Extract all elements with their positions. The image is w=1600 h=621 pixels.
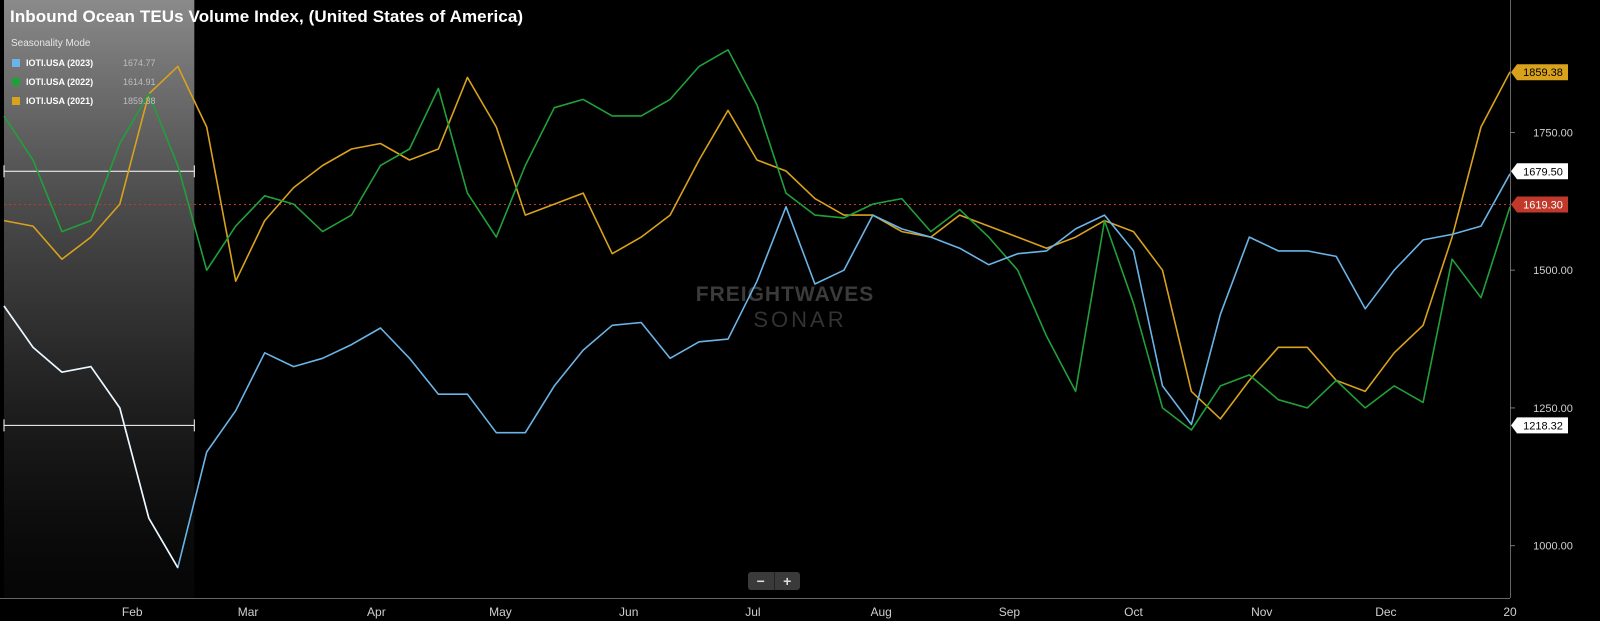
plot-area [3, 49, 1511, 569]
x-tick-label: Feb [122, 605, 143, 619]
y-tick-label: 1000.00 [1533, 541, 1573, 553]
value-tag-bg [1511, 64, 1568, 81]
zoom-out-button[interactable]: − [756, 573, 765, 589]
legend-series-name: IOTI.USA (2022) [26, 76, 94, 87]
x-tick-label: 20 [1503, 605, 1517, 619]
legend-swatch [12, 96, 20, 105]
y-tick-label: 1250.00 [1533, 403, 1573, 415]
x-tick-label: Jul [745, 605, 760, 619]
zoom-in-button[interactable]: + [783, 573, 792, 589]
zoom-divider [773, 572, 775, 590]
legend-item-2023[interactable]: IOTI.USA (2023) 1674.77 [12, 53, 156, 72]
watermark: FREIGHTWAVES SONAR [696, 283, 874, 332]
value-tag-label: 1218.32 [1523, 420, 1563, 432]
y-tick-label: 1750.00 [1533, 127, 1573, 139]
series-line-2023 [3, 173, 1511, 569]
value-tag-label: 1619.30 [1523, 199, 1563, 211]
legend-item-2022[interactable]: IOTI.USA (2022) 1614.91 [12, 72, 156, 91]
highlight-band-fill [4, 0, 195, 598]
value-tag: 1859.38 [1511, 64, 1568, 81]
value-tag: 1619.30 [1511, 196, 1568, 213]
legend-swatch [12, 58, 20, 67]
x-tick-label: Sep [999, 605, 1021, 619]
x-tick-label: Aug [870, 605, 891, 619]
legend-swatch [12, 77, 20, 86]
value-tag-bg [1511, 196, 1568, 213]
series-line-2021 [3, 65, 1511, 420]
legend: IOTI.USA (2023) 1674.77 IOTI.USA (2022) … [12, 53, 156, 110]
zoom-control: − + [748, 572, 800, 590]
axes: 1000.00 1250.00 1500.00 1750.00 Feb Mar Apr May… [0, 0, 1573, 619]
legend-series-value: 1614.91 [123, 76, 156, 87]
watermark-line2: SONAR [753, 307, 846, 332]
x-tick-label: Dec [1375, 605, 1396, 619]
x-tick-label: Mar [238, 605, 259, 619]
band-outline-line [3, 305, 179, 569]
x-tick-label: Jun [619, 605, 638, 619]
value-tag-label: 1679.50 [1523, 166, 1563, 178]
x-tick-label: Apr [367, 605, 386, 619]
series-line-2022 [3, 49, 1511, 431]
y-tick-label: 1500.00 [1533, 265, 1573, 277]
x-tick-label: Oct [1124, 605, 1143, 619]
value-tag: 1218.32 [1511, 417, 1568, 434]
legend-item-2021[interactable]: IOTI.USA (2021) 1859.38 [12, 91, 156, 110]
legend-series-value: 1859.38 [123, 95, 156, 106]
highlight-band [3, 0, 195, 598]
seasonality-mode-label: Seasonality Mode [11, 38, 91, 49]
legend-series-name: IOTI.USA (2021) [26, 95, 94, 106]
legend-series-value: 1674.77 [123, 57, 156, 68]
value-tag-label: 1859.38 [1523, 67, 1563, 79]
value-tag: 1679.50 [1511, 163, 1568, 180]
value-tag-bg [1511, 163, 1568, 180]
value-tag-bg [1511, 417, 1568, 434]
legend-series-name: IOTI.USA (2023) [26, 57, 94, 68]
chart-title: Inbound Ocean TEUs Volume Index, (United… [10, 7, 524, 26]
x-tick-label: Nov [1251, 605, 1272, 619]
x-tick-label: May [489, 605, 512, 619]
watermark-line1: FREIGHTWAVES [696, 283, 874, 306]
